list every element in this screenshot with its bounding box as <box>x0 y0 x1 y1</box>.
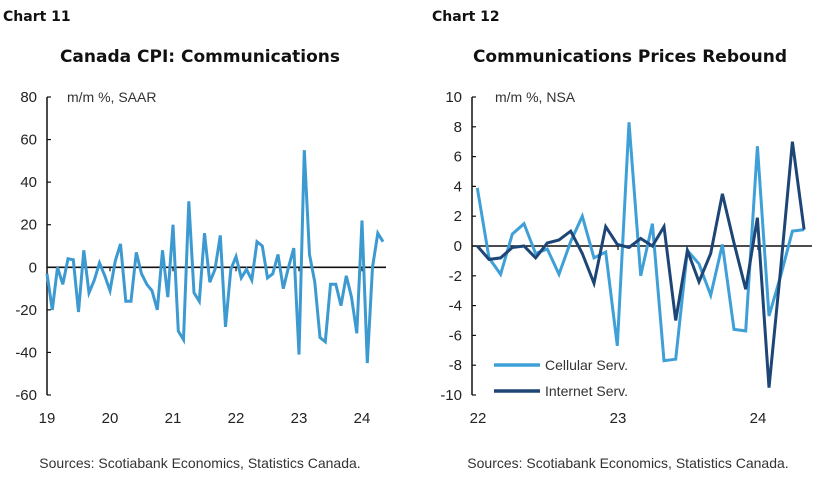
chart-11-series-line-0 <box>45 150 385 364</box>
chart-12-series-line-0 <box>475 122 805 363</box>
chart-11-x-tick-label: 23 <box>291 410 308 427</box>
chart-12-y-tick-label: 0 <box>454 238 462 255</box>
chart-12-y-tick-label: 8 <box>454 119 462 136</box>
chart-12-x-tick-label: 23 <box>610 410 627 427</box>
chart-12-x-tick-label: 22 <box>470 410 487 427</box>
chart-11-x-tick-label: 21 <box>165 410 182 427</box>
chart-12-label: Chart 12 <box>432 9 500 25</box>
chart-11-y-tick-label: -60 <box>15 387 37 404</box>
chart-11-x-tick-label: 22 <box>228 410 245 427</box>
chart-12-legend: Cellular Serv. Internet Serv. <box>494 357 628 399</box>
chart-11-x-tick-label: 20 <box>102 410 119 427</box>
chart-12-y-tick-label: 4 <box>454 178 462 195</box>
chart-12-y-tick-label: -8 <box>449 357 462 374</box>
chart-11-y-tick-label: 40 <box>20 174 37 191</box>
chart-12-title: Communications Prices Rebound <box>473 47 787 67</box>
chart-11-y-tick-label: 60 <box>20 132 37 149</box>
chart-11-y-tick-label: 80 <box>20 89 37 106</box>
chart-11-source: Sources: Scotiabank Economics, Statistic… <box>39 455 360 471</box>
chart-11-title: Canada CPI: Communications <box>60 47 340 67</box>
chart-11-y-tick-label: 0 <box>29 259 37 276</box>
chart-12-plot: 10 8 6 4 2 0 -2 -4 -6 -8 -10 22 23 24 <box>440 89 812 427</box>
chart-12-source: Sources: Scotiabank Economics, Statistic… <box>467 455 788 471</box>
chart-12-y-tick-label: 6 <box>454 149 462 166</box>
chart-11-x-tick-label: 24 <box>354 410 371 427</box>
chart-11-y-tick-label: 20 <box>20 217 37 234</box>
chart-12-y-tick-label: -10 <box>440 387 462 404</box>
chart-12-x-tick-label: 24 <box>750 410 767 427</box>
chart-11-x-tick-label: 19 <box>39 410 56 427</box>
chart-12-ylabel: m/m %, NSA <box>495 89 576 105</box>
chart-12-y-tick-label: -2 <box>449 268 462 285</box>
legend-label-cellular: Cellular Serv. <box>545 357 628 373</box>
chart-11-y-tick-label: -40 <box>15 344 37 361</box>
chart-12-y-tick-label: 2 <box>454 208 462 225</box>
chart-11-y-tick-label: -20 <box>15 302 37 319</box>
chart-11-ylabel: m/m %, SAAR <box>67 89 156 105</box>
chart-11-label: Chart 11 <box>3 9 71 25</box>
chart-12-y-tick-label: 10 <box>445 89 462 106</box>
chart-12-y-tick-label: -4 <box>449 298 462 315</box>
chart-12-series-line-1 <box>476 141 806 388</box>
legend-label-internet: Internet Serv. <box>545 383 628 399</box>
chart-12-y-tick-label: -6 <box>449 327 462 344</box>
